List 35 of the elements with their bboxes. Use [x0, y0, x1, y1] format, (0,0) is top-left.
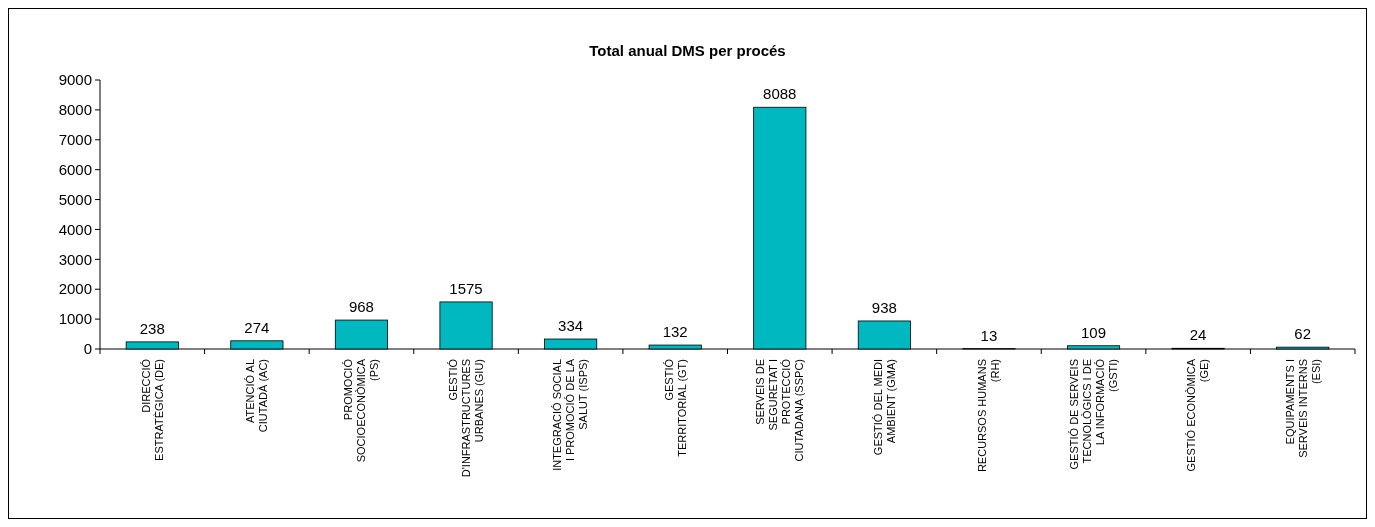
y-tick-label: 9000	[58, 71, 92, 89]
data-label: 968	[348, 298, 374, 316]
data-label: 24	[1189, 326, 1207, 344]
x-tick-label: ATENCIÓ AL CIUTADÀ (AC)	[244, 359, 270, 433]
x-tick-label: SERVEIS DE SEGURETAT I PROTECCIÓ CIUTADANA (SSPC)	[754, 358, 806, 462]
y-tick-label: 7000	[58, 131, 92, 149]
y-tick-label: 6000	[58, 160, 92, 178]
data-label: 938	[871, 298, 897, 316]
x-tick-label: GESTIÓ DEL MEDI AMBIENT (GMA)	[871, 359, 897, 456]
chart-title: Total anual DMS per procés	[589, 42, 786, 59]
data-label: 109	[1081, 323, 1107, 341]
y-tick-label: 0	[83, 340, 92, 358]
x-tick-label: GESTIÓ D'INFRASTRUCTURES URBANES (GIU)	[446, 358, 485, 478]
data-label: 274	[244, 318, 270, 336]
data-label: 132	[662, 323, 688, 341]
y-tick-label: 5000	[58, 190, 92, 208]
data-label: 8088	[763, 85, 797, 103]
y-tick-label: 3000	[58, 250, 92, 268]
x-tick-label: GESTIÓ TERRITORIAL (GT)	[662, 358, 688, 457]
x-tick-label: PROMOCIÓ SOCIOECONÒMICA (PS)	[342, 358, 381, 463]
x-tick-label: GESTIÓ DE SERVEIS TECNOLÒGICS I DE LA INFORMACIÓ (GSTI)	[1067, 358, 1119, 470]
x-tick-label: EQUIPAMENTS I SERVEIS INTERNS (ESI)	[1283, 359, 1322, 458]
y-tick-label: 1000	[58, 310, 92, 328]
x-tick-label: GESTIÓ ECONÒMICA (GE)	[1185, 358, 1211, 472]
x-tick-label: RECURSOS HUMANS (RH)	[976, 359, 1002, 473]
y-tick-label: 8000	[58, 101, 92, 119]
data-label: 62	[1294, 325, 1312, 343]
data-label: 13	[980, 326, 998, 344]
x-tick-label: INTEGRACIÓ SOCIAL I PROMOCIÓ DE LA SALUT (ISPS)	[551, 358, 590, 471]
y-tick-label: 2000	[58, 280, 92, 298]
y-tick-label: 4000	[58, 220, 92, 238]
data-label: 334	[558, 317, 584, 335]
data-label: 238	[139, 319, 165, 337]
x-tick-label: DIRECCIÓ ESTRATÈGICA (DE)	[139, 358, 165, 461]
data-label: 1575	[449, 279, 483, 297]
